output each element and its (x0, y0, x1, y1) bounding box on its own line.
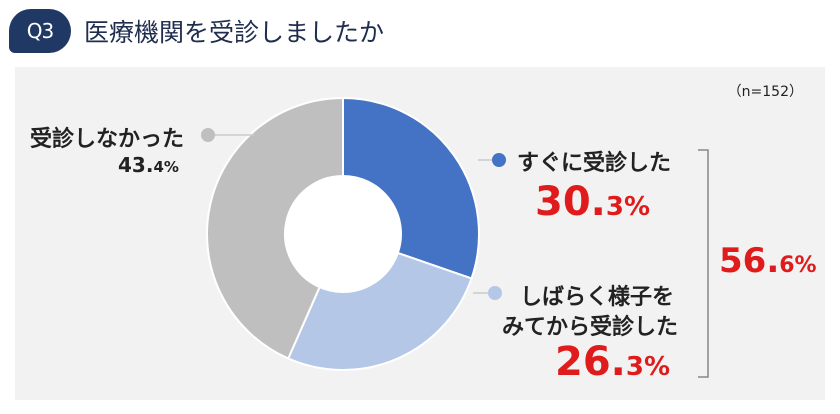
question-badge: Q3 (9, 9, 71, 53)
sample-size: （n=152） (727, 84, 803, 100)
slice-label-immediate: すぐに受診した (517, 151, 672, 176)
slice-value-not-visited: 43.4% (118, 153, 179, 177)
marker-immediate (492, 153, 506, 167)
question-number: Q3 (26, 19, 54, 43)
slice-label-waited-line2: みてから受診した (502, 315, 679, 340)
page-title: 医療機関を受診しましたか (84, 18, 385, 47)
donut-hole (285, 176, 401, 292)
marker-not-visited (201, 128, 215, 142)
total-bracket (698, 149, 709, 378)
chart-panel: （n=152） すぐに受診した 30.3% しばらく様子を みてから受診した 2… (15, 67, 825, 400)
slice-value-immediate: 30.3% (535, 179, 651, 225)
total-visited-value: 56.6% (719, 241, 817, 281)
slice-label-waited-line1: しばらく様子を (520, 285, 675, 310)
donut-chart (201, 96, 709, 378)
slice-label-not-visited: 受診しなかった (30, 127, 185, 152)
slice-value-waited: 26.3% (555, 339, 671, 385)
marker-waited (488, 286, 502, 300)
